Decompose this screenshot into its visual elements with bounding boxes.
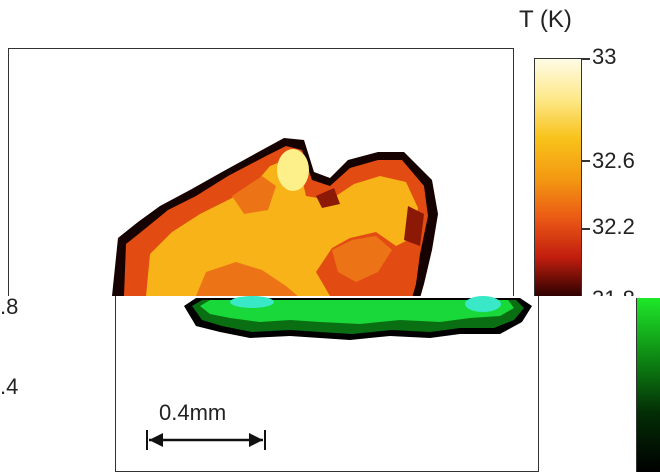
map-region-orange-3 xyxy=(232,176,276,214)
top-temperature-map xyxy=(112,138,438,298)
bottom-green-map xyxy=(184,296,532,340)
top-colorbar-tick-2: 32.2 xyxy=(592,214,635,239)
top-colorbar-partial-tick-clip: 31.8 xyxy=(592,282,660,297)
scale-bar xyxy=(146,430,266,450)
map-region-orange-2 xyxy=(332,236,392,282)
green-region-cyan-1 xyxy=(230,296,274,308)
map-region-orange-1 xyxy=(196,262,300,298)
top-colorbar-tick-1: 32.6 xyxy=(592,148,635,173)
scale-bar-label: 0.4mm xyxy=(159,400,227,425)
bottom-colorbar xyxy=(636,298,660,472)
bottom-left-tick-0: .8 xyxy=(0,294,19,319)
green-region-bright xyxy=(200,300,514,324)
top-colorbar-partial-tick: 31.8 xyxy=(592,288,635,297)
green-region-cyan-2 xyxy=(465,296,501,312)
top-colorbar-title: T (K) xyxy=(519,6,572,33)
map-region-orangeyellow xyxy=(146,158,418,296)
map-region-lightyellow xyxy=(277,149,309,191)
map-region-darkred-2 xyxy=(404,206,424,246)
top-colorbar-tick-0: 33 xyxy=(592,44,617,69)
top-colorbar xyxy=(534,58,582,298)
bottom-left-tick-1: .4 xyxy=(0,374,19,399)
map-region-darkred-1 xyxy=(316,188,340,208)
